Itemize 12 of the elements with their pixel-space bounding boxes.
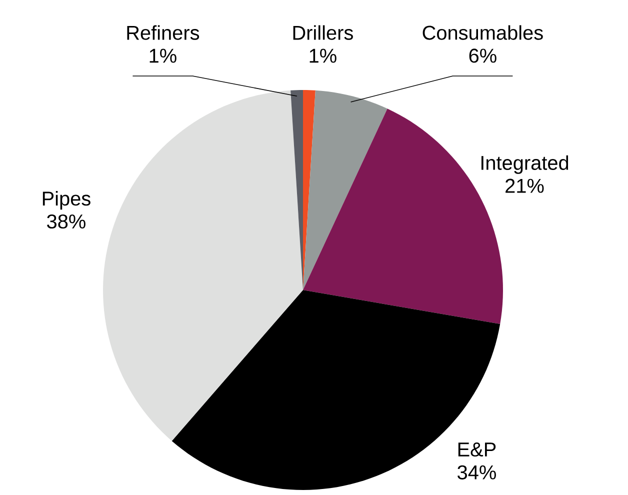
data-label: 1% (150, 48, 176, 63)
slice-label: Integrated (481, 155, 568, 174)
data-label: 1% (310, 48, 336, 63)
data-label: 38% (47, 214, 86, 229)
slice-label: Consumables (422, 25, 543, 40)
slice-label: E&P (458, 442, 496, 457)
data-label: 34% (458, 465, 496, 480)
slice-label: Drillers (293, 25, 353, 40)
slice-label: Pipes (42, 191, 90, 210)
data-label: 6% (469, 48, 496, 63)
slice-label: Refiners (127, 25, 200, 40)
data-label: 21% (506, 178, 544, 193)
